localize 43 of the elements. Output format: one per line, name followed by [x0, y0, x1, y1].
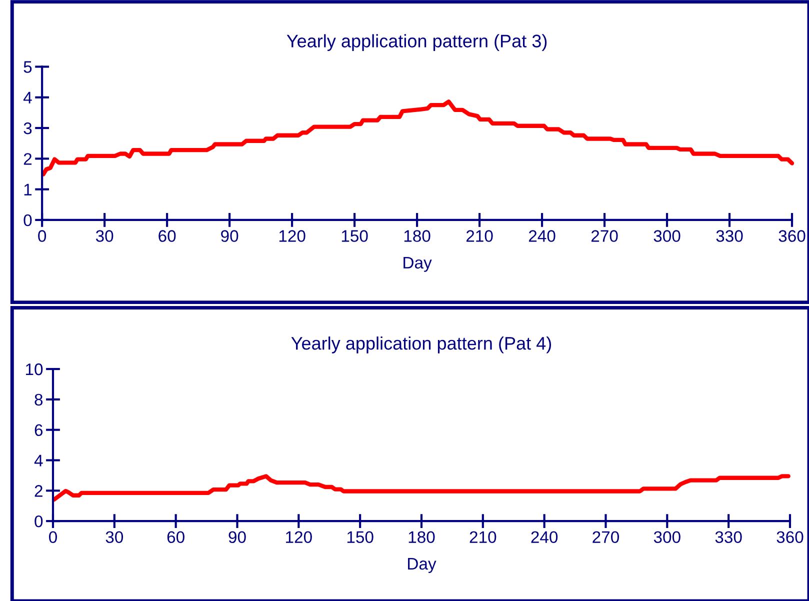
x-tick-label: 90	[228, 531, 246, 544]
x-tick-label: 30	[96, 230, 114, 242]
x-tick-label: 240	[531, 531, 558, 544]
x-tick-label: 360	[778, 230, 806, 242]
chart-title: Yearly application pattern (Pat 3)	[286, 34, 547, 52]
x-tick-label: 210	[470, 531, 496, 544]
y-tick-label: 4	[34, 454, 43, 466]
y-tick-label: 8	[34, 394, 43, 406]
x-tick-label: 180	[408, 531, 435, 544]
x-tick-label: 240	[528, 230, 556, 242]
x-tick-label: 0	[49, 531, 57, 544]
x-tick-label: 120	[286, 531, 312, 544]
x-tick-label: 90	[221, 230, 238, 242]
y-tick-label: 2	[34, 485, 42, 497]
y-tick-label: 0	[24, 214, 32, 226]
x-tick-label: 300	[654, 230, 680, 242]
y-tick-label: 5	[24, 61, 32, 73]
x-tick-label: 30	[106, 531, 124, 544]
chart-title: Yearly application pattern (Pat 4)	[291, 336, 552, 354]
x-tick-label: 300	[654, 531, 680, 544]
x-tick-label: 150	[347, 531, 374, 544]
x-tick-label: 270	[591, 230, 618, 242]
x-tick-label: 60	[158, 230, 176, 242]
y-tick-label: 2	[24, 153, 32, 165]
x-tick-label: 180	[404, 230, 430, 242]
y-tick-label: 0	[34, 515, 43, 528]
x-tick-label: 330	[715, 531, 742, 544]
line-series	[52, 474, 790, 502]
x-tick-label: 270	[592, 531, 619, 544]
x-axis-title: Day	[404, 256, 432, 272]
y-tick-label: 1	[24, 184, 32, 196]
y-tick-label: 4	[23, 92, 32, 104]
x-axis-title: Day	[408, 558, 436, 573]
line-series	[41, 100, 794, 176]
x-tick-label: 360	[776, 531, 804, 544]
x-tick-label: 330	[716, 230, 743, 242]
x-tick-label: 120	[279, 230, 306, 242]
x-tick-label: 210	[466, 230, 493, 242]
y-tick-label: 10	[26, 363, 43, 376]
y-tick-label: 3	[24, 122, 32, 134]
x-tick-label: 60	[167, 531, 184, 544]
x-tick-label: 150	[342, 230, 368, 242]
y-tick-label: 6	[34, 424, 43, 436]
